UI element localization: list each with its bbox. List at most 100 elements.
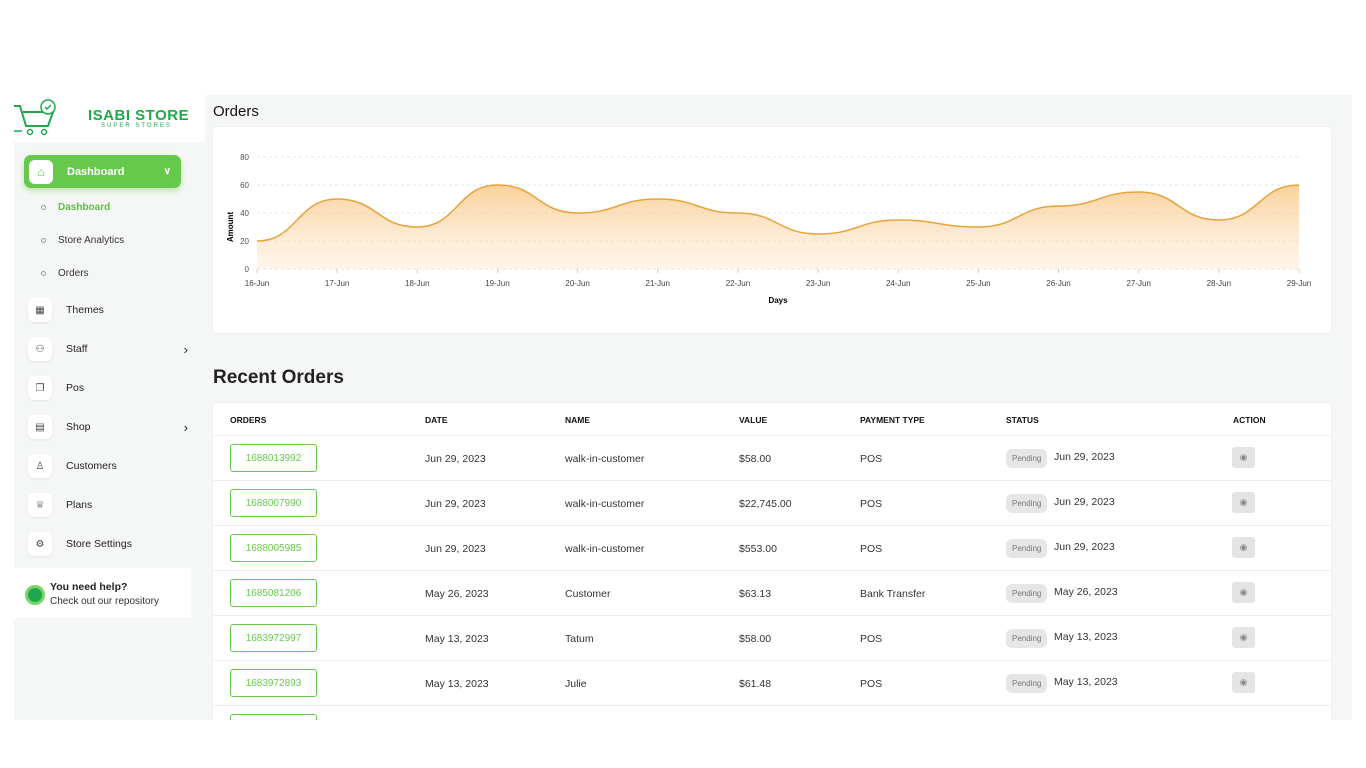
order-date: Jun 29, 2023 xyxy=(425,543,486,555)
view-eye-icon[interactable]: ◉ xyxy=(1232,537,1255,558)
receipt-icon: ▤ xyxy=(28,415,52,439)
home-icon: ⌂ xyxy=(29,159,53,184)
sidebar: ISABI STORE SUPER STORES ⌂ Dashboard ∨ Das… xyxy=(14,95,205,720)
nav-label: Shop xyxy=(66,421,91,433)
order-id-button[interactable]: 1685081206 xyxy=(230,579,317,607)
nav-store-settings[interactable]: ⚙ Store Settings xyxy=(28,531,188,557)
status-badge: Pending xyxy=(1006,539,1048,558)
customer-name: walk-in-customer xyxy=(565,498,645,510)
x-tick-label: 24-Jun xyxy=(886,279,910,288)
column-header: DATE xyxy=(425,415,448,425)
x-tick-label: 19-Jun xyxy=(485,279,509,288)
nav-shop[interactable]: ▤ Shop › xyxy=(28,414,188,440)
orders-chart-card: 0 20 40 60 80 16-Jun 17-Jun 18-Jun 19-Jun 20-Jun 2… xyxy=(213,127,1331,333)
nav-label: Store Settings xyxy=(66,538,132,550)
lifebuoy-icon xyxy=(25,585,45,605)
order-id-button[interactable]: 1683972893 xyxy=(230,669,317,697)
customer-name: Customer xyxy=(565,588,611,600)
order-value: $58.00 xyxy=(739,453,772,465)
help-title: You need help? xyxy=(50,581,128,593)
order-id-button[interactable]: 1688007990 xyxy=(230,489,317,517)
help-link[interactable]: Check out our repository xyxy=(50,596,159,607)
nav-customers[interactable]: ♙ Customers xyxy=(28,453,188,479)
nav-plans[interactable]: ♕ Plans xyxy=(28,492,188,518)
dot-icon xyxy=(41,271,46,276)
column-header: STATUS xyxy=(1006,415,1039,425)
payment-type: POS xyxy=(860,678,883,690)
nav-label: Themes xyxy=(66,304,104,316)
y-axis-label: Amount xyxy=(226,212,235,243)
nav-label: Dashboard xyxy=(67,165,125,178)
customer-name: walk-in-customer xyxy=(565,453,645,465)
nav-label: Staff xyxy=(66,343,88,355)
subnav-store-analytics[interactable]: Store Analytics xyxy=(41,235,124,246)
x-axis-label: Days xyxy=(768,296,788,305)
order-id-button[interactable]: 1688005985 xyxy=(230,534,317,562)
y-tick-label: 60 xyxy=(240,181,249,190)
order-date: May 26, 2023 xyxy=(425,588,489,600)
y-tick-label: 20 xyxy=(240,237,249,246)
status-badge: Pending xyxy=(1006,674,1048,693)
recent-orders-table: ORDERS DATE NAME VALUE PAYMENT TYPE STATUS ACT… xyxy=(213,403,1331,720)
payment-type: Bank Transfer xyxy=(860,588,926,600)
x-tick-label: 18-Jun xyxy=(405,279,429,288)
view-eye-icon[interactable]: ◉ xyxy=(1232,492,1255,513)
nav-label: Customers xyxy=(66,460,117,472)
trophy-icon: ♕ xyxy=(28,493,52,517)
view-eye-icon[interactable]: ◉ xyxy=(1232,582,1255,603)
help-box[interactable]: You need help? Check out our repository xyxy=(14,568,191,618)
x-tick-label: 17-Jun xyxy=(325,279,349,288)
table-row: 1685081206 May 26, 2023 Customer $63.13 … xyxy=(213,570,1331,615)
nav-label: Pos xyxy=(66,382,85,394)
nav-staff[interactable]: ⚇ Staff › xyxy=(28,336,188,362)
order-id-button[interactable]: 1683972997 xyxy=(230,624,317,652)
view-eye-icon[interactable]: ◉ xyxy=(1232,627,1255,648)
status-date: May 13, 2023 xyxy=(1054,676,1118,688)
column-header: PAYMENT TYPE xyxy=(860,415,925,425)
order-date: Jun 29, 2023 xyxy=(425,498,486,510)
subnav-dashboard[interactable]: Dashboard xyxy=(41,202,110,213)
nav-label: Plans xyxy=(66,499,93,511)
order-date: Jun 29, 2023 xyxy=(425,453,486,465)
copy-icon: ❐ xyxy=(28,376,52,400)
payment-type: POS xyxy=(860,633,883,645)
subnav-orders[interactable]: Orders xyxy=(41,268,89,279)
order-value: $61.48 xyxy=(739,678,772,690)
gear-icon: ⚙ xyxy=(28,532,52,556)
nav-dashboard[interactable]: ⌂ Dashboard ∨ xyxy=(24,155,181,188)
view-eye-icon[interactable]: ◉ xyxy=(1232,447,1255,468)
status-date: Jun 29, 2023 xyxy=(1054,541,1115,553)
payment-type: POS xyxy=(860,498,883,510)
order-id-button[interactable]: 1688013992 xyxy=(230,444,317,472)
x-tick-label: 25-Jun xyxy=(966,279,990,288)
table-row: 1688013992 Jun 29, 2023 walk-in-customer… xyxy=(213,435,1331,480)
status-date: Jun 29, 2023 xyxy=(1054,496,1115,508)
status-badge: Pending xyxy=(1006,449,1048,468)
customer-name: Tatum xyxy=(565,633,594,645)
subnav-label: Orders xyxy=(58,268,89,279)
nav-themes[interactable]: ▦ Themes xyxy=(28,297,188,323)
area-fill xyxy=(257,185,1299,269)
x-tick-label: 27-Jun xyxy=(1126,279,1150,288)
nav-pos[interactable]: ❐ Pos xyxy=(28,375,188,401)
column-header: VALUE xyxy=(739,415,768,425)
x-tick-label: 26-Jun xyxy=(1046,279,1070,288)
chevron-right-icon: › xyxy=(183,419,188,435)
status-date: May 13, 2023 xyxy=(1054,631,1118,643)
dot-icon xyxy=(41,238,46,243)
brand-name: ISABI STORE xyxy=(88,107,190,124)
table-row: 1688005985 Jun 29, 2023 walk-in-customer… xyxy=(213,525,1331,570)
table-row: 1688007990 Jun 29, 2023 walk-in-customer… xyxy=(213,480,1331,525)
status-badge: Pending xyxy=(1006,584,1048,603)
dot-icon xyxy=(41,205,46,210)
order-id-button[interactable] xyxy=(230,714,317,720)
x-tick-label: 28-Jun xyxy=(1207,279,1231,288)
customer-name: Julie xyxy=(565,678,587,690)
table-row: 1683972893 May 13, 2023 Julie $61.48 POS… xyxy=(213,660,1331,705)
view-eye-icon[interactable]: ◉ xyxy=(1232,672,1255,693)
y-tick-label: 80 xyxy=(240,153,249,162)
chevron-down-icon: ∨ xyxy=(163,166,171,177)
brand-tagline: SUPER STORES xyxy=(101,123,172,129)
status-badge: Pending xyxy=(1006,629,1048,648)
chevron-right-icon: › xyxy=(183,341,188,357)
